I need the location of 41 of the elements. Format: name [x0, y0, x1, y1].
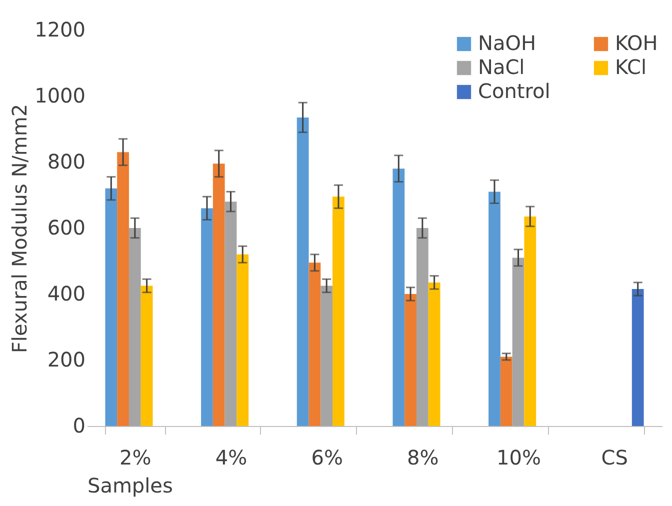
- x-axis-title: Samples: [88, 474, 173, 498]
- bar: [512, 258, 524, 426]
- x-tick-label: 4%: [215, 446, 248, 470]
- legend-label: KCl: [615, 55, 647, 79]
- bar: [404, 294, 416, 426]
- bar: [632, 289, 644, 426]
- bar: [128, 228, 141, 426]
- x-tick-label: CS: [601, 446, 628, 470]
- x-tick-label: 6%: [311, 446, 343, 470]
- bar: [296, 117, 309, 426]
- y-tick-label: 400: [47, 282, 86, 306]
- bar: [392, 168, 405, 426]
- bar: [320, 286, 333, 426]
- bar: [488, 192, 500, 426]
- y-tick-label: 800: [47, 150, 86, 174]
- bar: [500, 356, 512, 426]
- x-tick-label: 10%: [496, 446, 541, 470]
- bar: [117, 152, 129, 426]
- bar: [524, 216, 536, 426]
- bar: [201, 208, 213, 426]
- bar: [308, 262, 321, 426]
- y-tick-label: 1000: [34, 84, 86, 108]
- bar: [416, 228, 428, 426]
- bar: [212, 164, 225, 426]
- y-tick-label: 1200: [34, 18, 86, 42]
- legend-label: NaCl: [478, 55, 525, 79]
- bar: [236, 254, 249, 426]
- bar: [224, 202, 237, 426]
- x-tick-label: 8%: [407, 446, 439, 470]
- y-tick-label: 200: [47, 348, 86, 372]
- y-axis-title: Flexural Modulus N/mm2: [8, 104, 32, 354]
- y-tick-label: 600: [47, 216, 86, 240]
- x-tick-label: 2%: [120, 446, 152, 470]
- legend-label: KOH: [615, 31, 658, 55]
- bar: [105, 188, 118, 426]
- legend-label: NaOH: [478, 31, 536, 55]
- bar: [428, 282, 440, 426]
- legend-label: Control: [478, 79, 550, 103]
- bar: [140, 286, 153, 426]
- y-tick-label: 0: [72, 414, 86, 438]
- bar: [332, 196, 344, 426]
